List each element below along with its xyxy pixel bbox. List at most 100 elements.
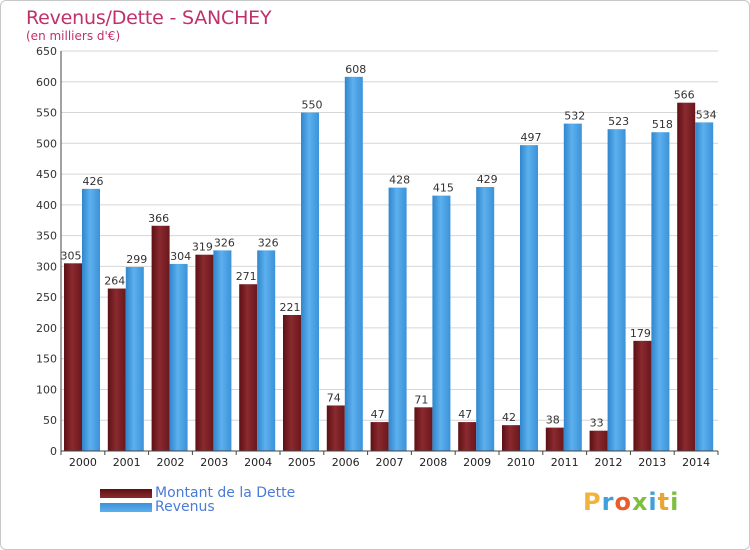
- x-tick-label: 2011: [551, 456, 579, 469]
- revenue-bar: [607, 129, 626, 451]
- logo-letter: i: [648, 488, 658, 516]
- legend-swatch-revenue: [100, 503, 152, 512]
- revenue-bar: [476, 187, 495, 451]
- revenue-bar: [563, 123, 582, 451]
- revenue-value-label: 497: [521, 131, 542, 144]
- revenue-bar: [344, 76, 363, 451]
- debt-bar: [677, 102, 696, 451]
- y-tick-label: 200: [36, 322, 57, 335]
- revenue-bar: [520, 145, 538, 451]
- revenue-value-label: 608: [345, 63, 366, 76]
- revenue-bar: [125, 267, 144, 451]
- y-tick-label: 400: [36, 199, 57, 212]
- debt-value-label: 71: [414, 393, 428, 406]
- y-tick-label: 650: [36, 45, 57, 58]
- debt-value-label: 47: [371, 408, 385, 421]
- revenue-value-label: 326: [214, 236, 235, 249]
- debt-bar: [64, 263, 82, 451]
- logo-letter: P: [583, 488, 602, 516]
- x-tick-label: 2002: [157, 456, 185, 469]
- y-tick-label: 150: [36, 353, 57, 366]
- y-tick-label: 100: [36, 383, 57, 396]
- y-tick-label: 300: [36, 260, 57, 273]
- debt-value-label: 33: [590, 417, 604, 430]
- revenue-value-label: 326: [258, 236, 279, 249]
- logo-letter: x: [631, 488, 649, 516]
- x-tick-label: 2005: [288, 456, 316, 469]
- y-tick-label: 600: [36, 76, 57, 89]
- y-tick-label: 0: [50, 445, 57, 458]
- debt-bar: [326, 405, 345, 451]
- revenue-value-label: 518: [652, 118, 673, 131]
- y-tick-label: 350: [36, 230, 57, 243]
- debt-bar: [107, 288, 126, 451]
- revenue-bar: [213, 250, 232, 451]
- debt-value-label: 305: [61, 249, 82, 262]
- revenue-bar: [82, 188, 100, 451]
- logo-letter: t: [657, 488, 671, 516]
- debt-bar: [283, 315, 301, 451]
- revenue-value-label: 299: [126, 253, 147, 266]
- debt-value-label: 179: [630, 327, 651, 340]
- y-tick-label: 500: [36, 137, 57, 150]
- x-tick-label: 2009: [463, 456, 491, 469]
- x-tick-label: 2013: [638, 456, 666, 469]
- revenue-value-label: 304: [170, 250, 191, 263]
- x-tick-label: 2004: [244, 456, 272, 469]
- legend-label-revenue: Revenus: [155, 499, 215, 515]
- legend-swatch-debt: [100, 489, 152, 498]
- x-tick-label: 2003: [200, 456, 228, 469]
- logo-letter: r: [601, 488, 615, 516]
- revenue-value-label: 426: [83, 175, 104, 188]
- y-tick-label: 250: [36, 291, 57, 304]
- revenue-value-label: 415: [433, 182, 454, 195]
- revenue-bar: [301, 112, 319, 452]
- y-tick-label: 550: [36, 107, 57, 120]
- chart-subtitle: (en milliers d'€): [26, 29, 121, 43]
- debt-value-label: 74: [327, 391, 341, 404]
- revenue-value-label: 428: [389, 174, 410, 187]
- debt-value-label: 221: [280, 301, 301, 314]
- debt-bar: [545, 427, 564, 451]
- x-tick-label: 2006: [332, 456, 360, 469]
- debt-bar: [239, 284, 258, 451]
- debt-value-label: 271: [236, 270, 257, 283]
- x-tick-label: 2012: [595, 456, 623, 469]
- debt-bar: [370, 422, 389, 451]
- y-tick-label: 50: [43, 414, 57, 427]
- y-tick-label: 450: [36, 168, 57, 181]
- revenue-bar: [432, 195, 451, 451]
- logo-letter: o: [614, 488, 632, 516]
- x-tick-label: 2010: [507, 456, 535, 469]
- revenue-bar: [651, 132, 670, 451]
- revenue-value-label: 550: [302, 99, 323, 112]
- debt-value-label: 319: [192, 241, 213, 254]
- revenue-value-label: 523: [608, 115, 629, 128]
- chart-title: Revenus/Dette - SANCHEY: [26, 7, 272, 29]
- legend-label-debt: Montant de la Dette: [155, 485, 296, 501]
- revenue-bar: [388, 187, 407, 451]
- debt-bar: [589, 430, 608, 451]
- debt-bar: [633, 340, 652, 451]
- revenue-bar: [169, 263, 188, 451]
- x-tick-label: 2008: [419, 456, 447, 469]
- debt-bar: [414, 407, 433, 451]
- revenue-bar: [695, 122, 714, 451]
- x-tick-label: 2014: [682, 456, 710, 469]
- debt-bar: [195, 254, 214, 451]
- proxiti-logo: Proxiti: [583, 488, 679, 516]
- revenue-value-label: 534: [696, 108, 717, 121]
- debt-value-label: 566: [674, 89, 695, 102]
- debt-value-label: 38: [546, 414, 560, 427]
- x-tick-label: 2007: [376, 456, 404, 469]
- debt-value-label: 264: [104, 275, 125, 288]
- x-tick-label: 2000: [69, 456, 97, 469]
- debt-value-label: 42: [502, 411, 516, 424]
- debt-value-label: 366: [148, 212, 169, 225]
- logo-letter: i: [670, 488, 680, 516]
- debt-bar: [458, 422, 477, 451]
- debt-value-label: 47: [458, 408, 472, 421]
- revenue-value-label: 429: [477, 173, 498, 186]
- debt-bar: [502, 425, 520, 451]
